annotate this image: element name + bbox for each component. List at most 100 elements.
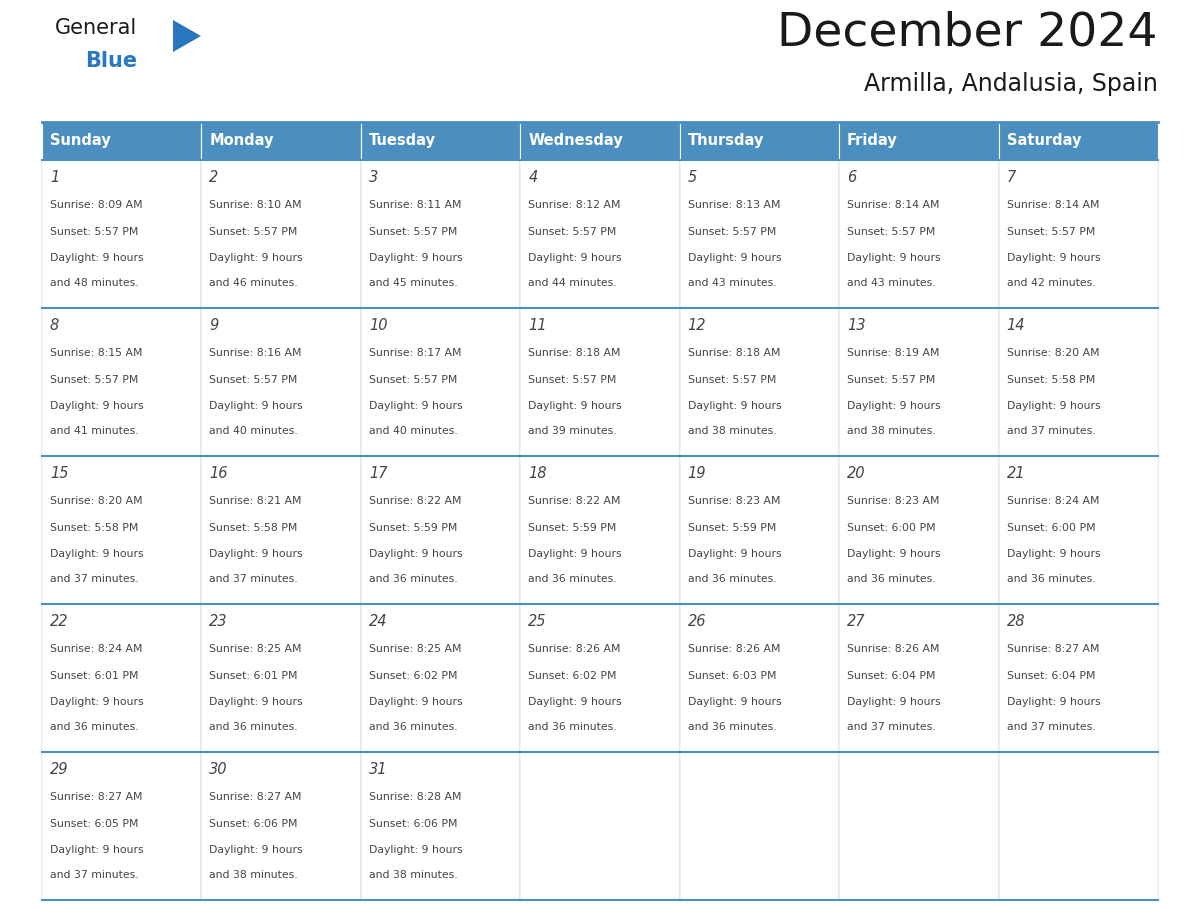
Text: Daylight: 9 hours: Daylight: 9 hours (847, 549, 941, 559)
Text: Blue: Blue (86, 51, 137, 71)
Bar (520, 122, 680, 160)
Text: 19: 19 (688, 466, 706, 481)
Text: Sunset: 5:58 PM: Sunset: 5:58 PM (50, 522, 138, 532)
Text: Daylight: 9 hours: Daylight: 9 hours (529, 401, 621, 411)
Text: 25: 25 (529, 614, 546, 630)
Text: and 36 minutes.: and 36 minutes. (209, 722, 298, 733)
Bar (520, 308, 680, 456)
Text: Sunrise: 8:22 AM: Sunrise: 8:22 AM (368, 496, 461, 506)
Text: and 36 minutes.: and 36 minutes. (847, 575, 936, 585)
Text: 16: 16 (209, 466, 228, 481)
Text: Sunrise: 8:26 AM: Sunrise: 8:26 AM (847, 644, 940, 654)
Text: Monday: Monday (209, 133, 274, 149)
Bar (520, 604, 680, 752)
Text: and 37 minutes.: and 37 minutes. (50, 870, 139, 880)
Text: and 43 minutes.: and 43 minutes. (688, 278, 776, 288)
Text: Friday: Friday (847, 133, 898, 149)
Text: and 37 minutes.: and 37 minutes. (50, 575, 139, 585)
Text: Daylight: 9 hours: Daylight: 9 hours (50, 549, 144, 559)
Text: 11: 11 (529, 319, 546, 333)
Text: Daylight: 9 hours: Daylight: 9 hours (1006, 549, 1100, 559)
Text: Daylight: 9 hours: Daylight: 9 hours (1006, 253, 1100, 263)
Text: General: General (55, 18, 138, 38)
Text: Daylight: 9 hours: Daylight: 9 hours (688, 549, 782, 559)
Bar (202, 752, 361, 900)
Bar (42, 752, 202, 900)
Text: Sunset: 5:57 PM: Sunset: 5:57 PM (529, 375, 617, 385)
Text: and 36 minutes.: and 36 minutes. (368, 722, 457, 733)
Text: Sunset: 6:01 PM: Sunset: 6:01 PM (209, 671, 298, 680)
Bar (999, 604, 1158, 752)
Text: and 38 minutes.: and 38 minutes. (688, 426, 776, 436)
Text: Sunrise: 8:11 AM: Sunrise: 8:11 AM (368, 200, 461, 210)
Text: Tuesday: Tuesday (368, 133, 436, 149)
Text: December 2024: December 2024 (777, 10, 1158, 55)
Text: 14: 14 (1006, 319, 1025, 333)
Text: 9: 9 (209, 319, 219, 333)
Text: Sunset: 6:00 PM: Sunset: 6:00 PM (1006, 522, 1095, 532)
Text: Daylight: 9 hours: Daylight: 9 hours (368, 253, 462, 263)
Text: and 36 minutes.: and 36 minutes. (50, 722, 139, 733)
Text: Daylight: 9 hours: Daylight: 9 hours (209, 698, 303, 707)
Text: and 38 minutes.: and 38 minutes. (368, 870, 457, 880)
Text: Sunrise: 8:17 AM: Sunrise: 8:17 AM (368, 348, 461, 358)
Text: Sunrise: 8:13 AM: Sunrise: 8:13 AM (688, 200, 781, 210)
Text: 17: 17 (368, 466, 387, 481)
Bar (680, 456, 839, 604)
Text: Daylight: 9 hours: Daylight: 9 hours (209, 549, 303, 559)
Bar (361, 752, 520, 900)
Text: Sunset: 5:57 PM: Sunset: 5:57 PM (688, 375, 776, 385)
Text: Daylight: 9 hours: Daylight: 9 hours (529, 698, 621, 707)
Text: 10: 10 (368, 319, 387, 333)
Text: Daylight: 9 hours: Daylight: 9 hours (209, 253, 303, 263)
Text: Sunset: 5:58 PM: Sunset: 5:58 PM (1006, 375, 1095, 385)
Text: and 38 minutes.: and 38 minutes. (209, 870, 298, 880)
Bar (202, 308, 361, 456)
Text: 31: 31 (368, 762, 387, 778)
Text: Sunset: 6:03 PM: Sunset: 6:03 PM (688, 671, 776, 680)
Bar (680, 308, 839, 456)
Text: Sunrise: 8:27 AM: Sunrise: 8:27 AM (50, 792, 143, 802)
Text: 2: 2 (209, 171, 219, 185)
Text: Sunset: 5:57 PM: Sunset: 5:57 PM (209, 227, 298, 237)
Text: 3: 3 (368, 171, 378, 185)
Text: Sunrise: 8:26 AM: Sunrise: 8:26 AM (688, 644, 781, 654)
Text: 24: 24 (368, 614, 387, 630)
Text: Sunrise: 8:25 AM: Sunrise: 8:25 AM (209, 644, 302, 654)
Bar (42, 122, 202, 160)
Bar (680, 160, 839, 308)
Text: and 37 minutes.: and 37 minutes. (847, 722, 936, 733)
Text: Sunrise: 8:27 AM: Sunrise: 8:27 AM (209, 792, 302, 802)
Text: Saturday: Saturday (1006, 133, 1081, 149)
Text: Sunset: 5:57 PM: Sunset: 5:57 PM (368, 375, 457, 385)
Text: Sunset: 6:04 PM: Sunset: 6:04 PM (1006, 671, 1095, 680)
Bar (361, 122, 520, 160)
Bar (839, 604, 999, 752)
Text: 27: 27 (847, 614, 866, 630)
Text: Sunrise: 8:10 AM: Sunrise: 8:10 AM (209, 200, 302, 210)
Bar (839, 752, 999, 900)
Text: Sunset: 5:57 PM: Sunset: 5:57 PM (847, 227, 935, 237)
Text: Sunrise: 8:15 AM: Sunrise: 8:15 AM (50, 348, 143, 358)
Text: 18: 18 (529, 466, 546, 481)
Text: and 36 minutes.: and 36 minutes. (529, 722, 617, 733)
Bar (839, 122, 999, 160)
Text: Sunrise: 8:14 AM: Sunrise: 8:14 AM (847, 200, 940, 210)
Text: Daylight: 9 hours: Daylight: 9 hours (688, 698, 782, 707)
Text: Daylight: 9 hours: Daylight: 9 hours (688, 401, 782, 411)
Text: and 36 minutes.: and 36 minutes. (1006, 575, 1095, 585)
Text: and 45 minutes.: and 45 minutes. (368, 278, 457, 288)
Text: Sunset: 6:06 PM: Sunset: 6:06 PM (209, 819, 298, 829)
Text: 20: 20 (847, 466, 866, 481)
Text: Wednesday: Wednesday (529, 133, 623, 149)
Text: and 37 minutes.: and 37 minutes. (1006, 722, 1095, 733)
Text: 21: 21 (1006, 466, 1025, 481)
Text: Daylight: 9 hours: Daylight: 9 hours (368, 549, 462, 559)
Text: and 36 minutes.: and 36 minutes. (688, 575, 776, 585)
Text: Sunset: 5:57 PM: Sunset: 5:57 PM (529, 227, 617, 237)
Text: Sunrise: 8:26 AM: Sunrise: 8:26 AM (529, 644, 621, 654)
Text: 26: 26 (688, 614, 706, 630)
Text: Sunrise: 8:18 AM: Sunrise: 8:18 AM (688, 348, 781, 358)
Text: Sunset: 6:01 PM: Sunset: 6:01 PM (50, 671, 139, 680)
Text: Sunrise: 8:20 AM: Sunrise: 8:20 AM (50, 496, 143, 506)
